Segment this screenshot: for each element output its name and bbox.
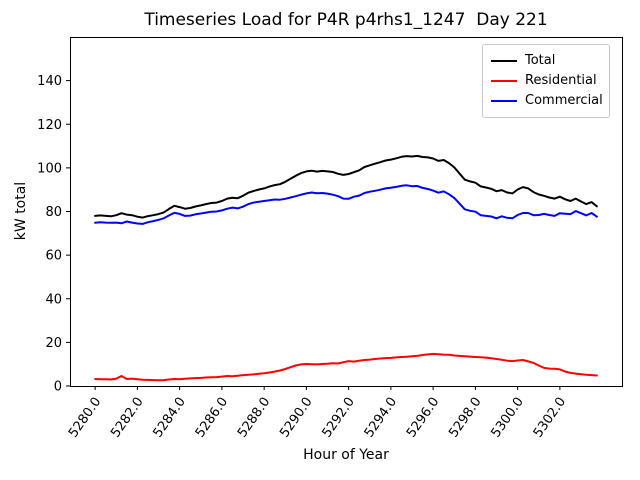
y-tick-label: 100 xyxy=(37,161,62,176)
legend-line-sample-commercial xyxy=(491,100,517,102)
x-tick-label: 5288.0 xyxy=(235,395,273,441)
x-tick-label: 5290.0 xyxy=(277,395,315,441)
y-tick-label: 0 xyxy=(54,380,62,395)
legend-item-commercial: Commercial xyxy=(491,91,603,111)
legend-label: Total xyxy=(525,53,556,68)
y-tick-label: 60 xyxy=(45,249,62,264)
x-tick-label: 5280.0 xyxy=(66,395,104,441)
series-line-commercial xyxy=(94,184,598,225)
y-tick-label: 40 xyxy=(45,292,62,307)
x-tick-label: 5296.0 xyxy=(404,395,442,441)
x-tick-label: 5298.0 xyxy=(446,395,484,441)
y-tick-label: 140 xyxy=(37,74,62,89)
series-line-total xyxy=(94,154,598,219)
x-axis-label: Hour of Year xyxy=(303,447,389,463)
legend-item-residential: Residential xyxy=(491,71,601,91)
y-tick-label: 20 xyxy=(45,336,62,351)
chart-title: Timeseries Load for P4R p4rhs1_1247 Day … xyxy=(144,10,548,30)
legend: Total Residential Commercial xyxy=(482,44,610,118)
x-tick-label: 5286.0 xyxy=(193,395,231,441)
x-tick-label: 5300.0 xyxy=(488,395,526,441)
x-tick-label: 5282.0 xyxy=(108,395,146,441)
legend-label: Residential xyxy=(525,73,597,88)
x-tick-label: 5302.0 xyxy=(531,395,569,441)
legend-line-sample-residential xyxy=(491,80,517,82)
x-tick-label: 5294.0 xyxy=(362,395,400,441)
y-tick-label: 120 xyxy=(37,118,62,133)
x-tick-label: 5284.0 xyxy=(150,395,188,441)
legend-label: Commercial xyxy=(525,93,603,108)
y-tick-label: 80 xyxy=(45,205,62,220)
plot-frame xyxy=(70,37,623,387)
legend-line-sample-total xyxy=(491,60,517,62)
series-line-residential xyxy=(94,352,598,382)
x-tick-label: 5292.0 xyxy=(319,395,357,441)
legend-item-total: Total xyxy=(491,51,601,71)
